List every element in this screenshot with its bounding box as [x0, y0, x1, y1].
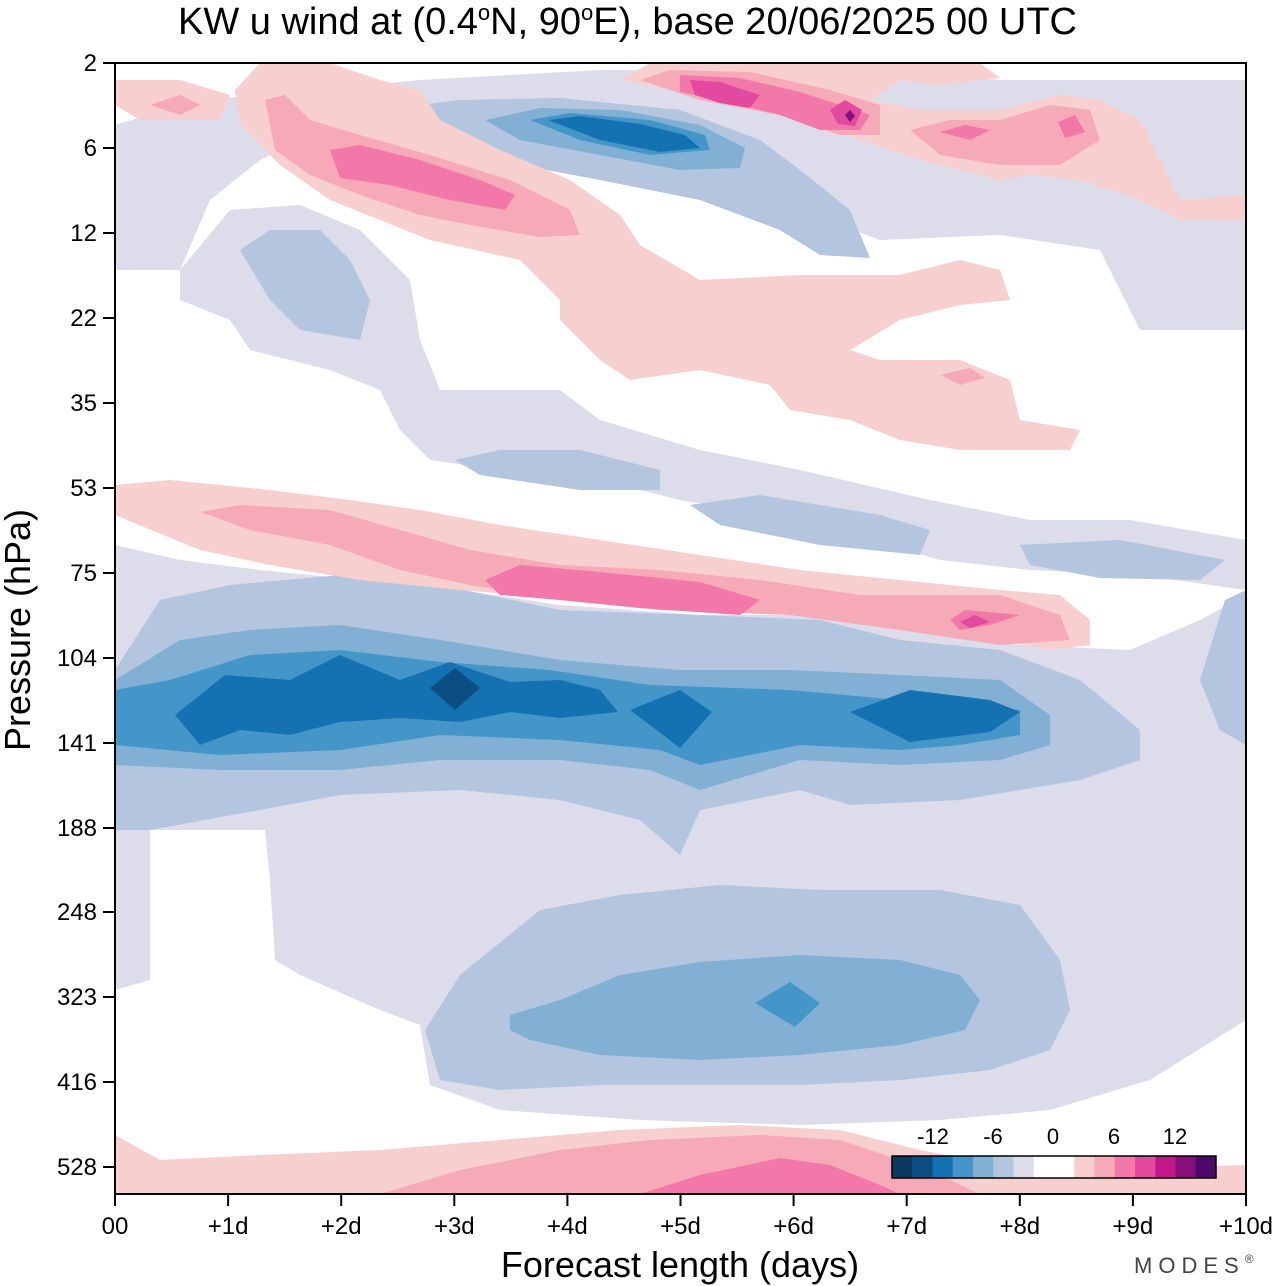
- colorbar-swatch: [1074, 1156, 1095, 1178]
- colorbar-swatch: [1114, 1156, 1136, 1178]
- region-lightblue-strip3: [1020, 540, 1225, 580]
- y-tick-label: 75: [70, 560, 97, 587]
- colorbar-frame: [891, 1155, 1217, 1179]
- colorbar-swatch: [1033, 1156, 1055, 1178]
- x-tick-label: +5d: [660, 1213, 701, 1240]
- colorbar-swatch: [932, 1156, 954, 1178]
- y-tick-label: 12: [70, 220, 97, 247]
- colorbar-swatch: [892, 1156, 913, 1178]
- region-midblue-lower: [510, 955, 980, 1060]
- region-lightblue-strip2: [690, 495, 930, 555]
- region-blue-spot: [755, 982, 820, 1027]
- colorbar-label: 0: [1047, 1124, 1059, 1149]
- region-magenta-top2: [830, 100, 862, 126]
- chart-title: KW u wind at (0.4oN, 90oE), base 20/06/2…: [178, 0, 1077, 43]
- x-tick-label: +3d: [434, 1213, 475, 1240]
- region-lightblue-right: [1200, 590, 1246, 745]
- region-pink-diag: [235, 63, 1080, 450]
- colorbar: [891, 1155, 1217, 1179]
- x-axis: 00 +1d +2d +3d +4d +5d +6d +7d +8d +9d +10d: [102, 1194, 1273, 1240]
- y-tick-label: 416: [57, 1069, 97, 1096]
- y-tick-label: 323: [57, 984, 97, 1011]
- colorbar-swatch: [993, 1156, 1014, 1178]
- y-tick-label: 528: [57, 1154, 97, 1181]
- region-rose-band: [200, 505, 1070, 645]
- region-hotpink-diag: [330, 145, 515, 210]
- region-lightblue-strip1: [455, 450, 660, 490]
- region-darkblue-top: [548, 116, 700, 152]
- region-hotpink-right2: [1058, 115, 1085, 138]
- y-tick-label: 22: [70, 305, 97, 332]
- x-tick-label: +2d: [321, 1213, 362, 1240]
- region-purple-spot: [845, 110, 855, 122]
- region-hotpink-band: [485, 565, 760, 615]
- y-tick-label: 2: [84, 50, 97, 77]
- colorbar-swatch: [1054, 1156, 1075, 1178]
- region-darkblue-band2: [630, 690, 712, 748]
- x-tick-label: +4d: [547, 1213, 588, 1240]
- colorbar-swatch: [952, 1156, 974, 1178]
- region-darkblue-band1: [175, 655, 618, 745]
- colorbar-labels: -12 -6 0 6 12: [917, 1124, 1187, 1149]
- y-tick-label: 104: [57, 645, 97, 672]
- x-tick-label: 00: [102, 1213, 129, 1240]
- region-rose-right: [910, 105, 1100, 165]
- region-lightblue-left: [240, 230, 370, 340]
- x-tick-label: +9d: [1113, 1213, 1154, 1240]
- colorbar-label: 12: [1163, 1124, 1187, 1149]
- y-tick-label: 53: [70, 475, 97, 502]
- region-darkblue-band3: [850, 690, 1020, 742]
- colorbar-swatch: [1175, 1156, 1197, 1178]
- colorbar-swatch: [1195, 1156, 1217, 1178]
- y-tick-label: 141: [57, 730, 97, 757]
- y-axis: 2 6 12 22 35 53 75 104 141 188 248 323 416 528: [57, 50, 115, 1181]
- region-hotpink-bottom: [640, 1158, 900, 1194]
- x-tick-label: +7d: [886, 1213, 927, 1240]
- colorbar-swatch: [1135, 1156, 1156, 1178]
- y-axis-label: Pressure (hPa): [0, 509, 38, 751]
- region-hotpink-right: [940, 125, 990, 140]
- x-axis-label: Forecast length (days): [501, 1244, 859, 1285]
- region-navy-spot: [430, 668, 480, 710]
- x-tick-label: +8d: [999, 1213, 1040, 1240]
- y-tick-label: 188: [57, 815, 97, 842]
- colorbar-swatch: [1155, 1156, 1176, 1178]
- x-tick-label: +1d: [208, 1213, 249, 1240]
- region-rose-upper: [150, 95, 200, 115]
- y-tick-label: 35: [70, 390, 97, 417]
- y-tick-label: 248: [57, 899, 97, 926]
- y-tick-label: 6: [84, 135, 97, 162]
- region-rose-spot1: [940, 368, 985, 385]
- colorbar-label: 6: [1108, 1124, 1120, 1149]
- colorbar-swatch: [973, 1156, 994, 1178]
- region-magenta-spot: [960, 615, 990, 628]
- colorbar-label: -6: [983, 1124, 1003, 1149]
- contour-fills: [115, 63, 1246, 1194]
- colorbar-label: -12: [917, 1124, 949, 1149]
- colorbar-swatch: [1013, 1156, 1035, 1178]
- colorbar-swatch: [912, 1156, 933, 1178]
- region-magenta-top: [690, 80, 760, 108]
- modes-logo: MODES®: [1134, 1252, 1260, 1278]
- x-tick-label: +10d: [1219, 1213, 1273, 1240]
- x-tick-label: +6d: [773, 1213, 814, 1240]
- colorbar-swatch: [1094, 1156, 1116, 1178]
